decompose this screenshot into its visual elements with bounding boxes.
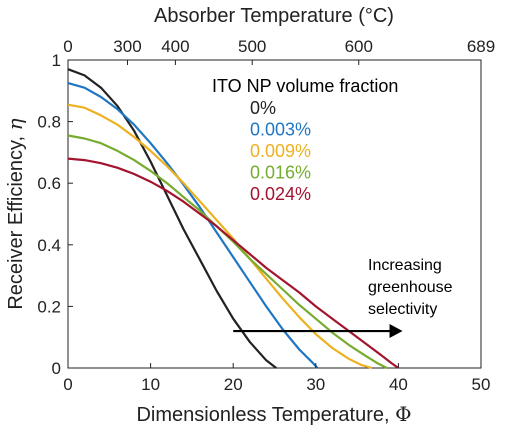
- y-axis-label-text: Receiver Efficiency,: [5, 130, 27, 309]
- top-axis-label: Absorber Temperature (°C): [154, 5, 394, 27]
- series-line-0: [67, 68, 277, 369]
- annotation-line-1: greenhouse: [368, 279, 453, 296]
- x-tick-label: 10: [141, 375, 160, 394]
- top-tick-label: 400: [161, 37, 189, 56]
- legend-entry-2: 0.009%: [250, 141, 311, 161]
- series-line-2: [67, 103, 373, 370]
- x-tick-label: 40: [389, 375, 408, 394]
- y-tick-label: 1: [52, 51, 61, 70]
- top-tick-label: 0: [63, 37, 72, 56]
- top-tick-label: 689: [467, 37, 495, 56]
- x-axis-label-symbol: Φ: [395, 402, 411, 426]
- top-tick-label: 500: [238, 37, 266, 56]
- x-axis-label: Dimensionless Temperature, Φ: [136, 402, 411, 426]
- y-axis-label-symbol: η: [3, 118, 27, 130]
- annotation-line-0: Increasing: [368, 257, 442, 274]
- x-tick-label: 20: [224, 375, 243, 394]
- legend-entry-4: 0.024%: [250, 184, 311, 204]
- top-tick-label: 300: [113, 37, 141, 56]
- y-axis-label: Receiver Efficiency, η: [3, 118, 27, 309]
- bottom-axis-ticks: 0 10 20 30 40 50: [63, 363, 490, 394]
- left-axis-ticks: 0 0.2 0.4 0.6 0.8 1: [37, 51, 73, 378]
- x-tick-label: 50: [472, 375, 491, 394]
- x-tick-label: 30: [306, 375, 325, 394]
- legend-entry-1: 0.003%: [250, 120, 311, 140]
- legend-title: ITO NP volume fraction: [212, 76, 398, 96]
- series-line-1: [67, 82, 319, 369]
- series-line-4: [67, 157, 400, 369]
- y-tick-label: 0.2: [37, 297, 61, 316]
- series-line-3: [67, 134, 388, 369]
- legend-entry-3: 0.016%: [250, 163, 311, 183]
- annotation-line-2: selectivity: [368, 301, 437, 318]
- annotation: Increasing greenhouse selectivity: [233, 257, 453, 339]
- y-tick-label: 0.6: [37, 174, 61, 193]
- x-axis-label-text: Dimensionless Temperature,: [136, 404, 395, 426]
- series-curves: [67, 68, 400, 370]
- top-axis-ticks: 0 300 400 500 600 689: [63, 37, 495, 65]
- legend: ITO NP volume fraction 0%0.003%0.009%0.0…: [212, 76, 398, 204]
- top-tick-label: 600: [345, 37, 373, 56]
- y-tick-label: 0.4: [37, 236, 61, 255]
- x-tick-label: 0: [63, 375, 72, 394]
- selectivity-arrow-head: [389, 324, 403, 339]
- legend-entry-0: 0%: [250, 98, 276, 118]
- y-tick-label: 0.8: [37, 113, 61, 132]
- y-tick-label: 0: [52, 359, 61, 378]
